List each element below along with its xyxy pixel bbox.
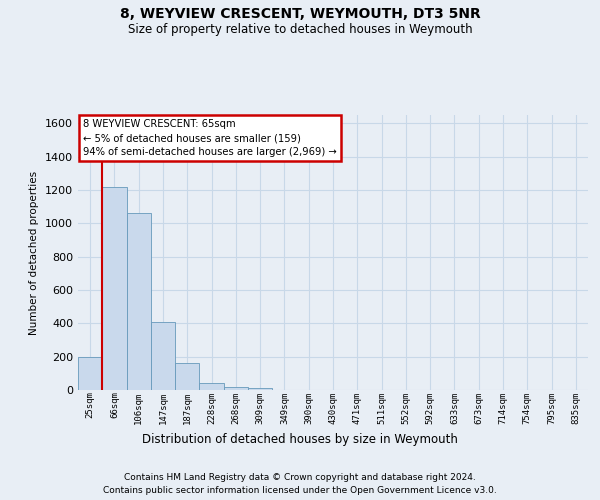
Bar: [224, 386, 248, 390]
Text: Contains HM Land Registry data © Crown copyright and database right 2024.: Contains HM Land Registry data © Crown c…: [124, 472, 476, 482]
Bar: [248, 388, 272, 390]
Text: Distribution of detached houses by size in Weymouth: Distribution of detached houses by size …: [142, 432, 458, 446]
Bar: [175, 362, 199, 390]
Text: Size of property relative to detached houses in Weymouth: Size of property relative to detached ho…: [128, 22, 472, 36]
Bar: [102, 186, 127, 390]
Text: 8 WEYVIEW CRESCENT: 65sqm
← 5% of detached houses are smaller (159)
94% of semi-: 8 WEYVIEW CRESCENT: 65sqm ← 5% of detach…: [83, 119, 337, 157]
Bar: [199, 382, 224, 390]
Bar: [78, 356, 102, 390]
Y-axis label: Number of detached properties: Number of detached properties: [29, 170, 40, 334]
Text: 8, WEYVIEW CRESCENT, WEYMOUTH, DT3 5NR: 8, WEYVIEW CRESCENT, WEYMOUTH, DT3 5NR: [119, 8, 481, 22]
Bar: [127, 214, 151, 390]
Bar: [151, 322, 175, 390]
Text: Contains public sector information licensed under the Open Government Licence v3: Contains public sector information licen…: [103, 486, 497, 495]
